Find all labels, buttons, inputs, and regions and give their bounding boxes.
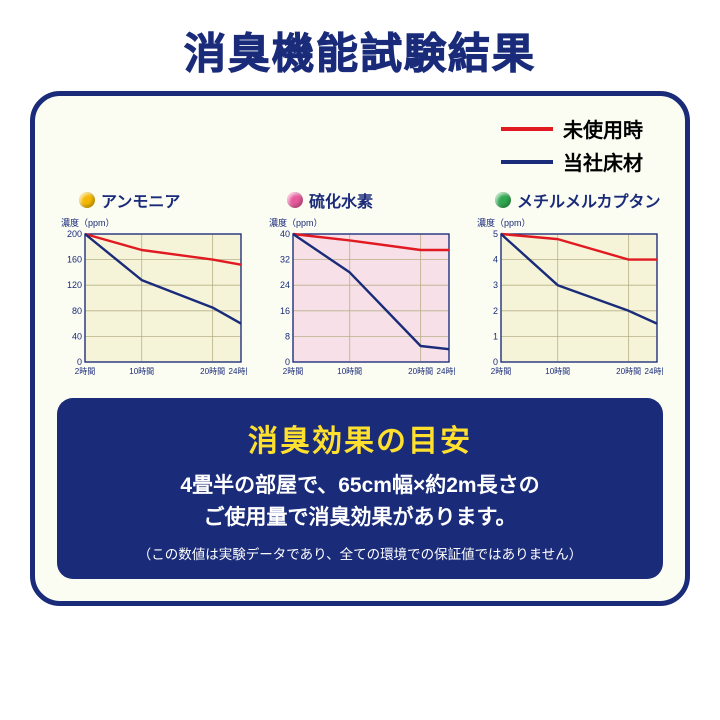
charts-row: アンモニア濃度（ppm）040801201602002時間10時間20時間24時… (57, 188, 663, 380)
svg-text:40: 40 (280, 230, 290, 239)
main-panel: 未使用時 当社床材 アンモニア濃度（ppm）040801201602002時間1… (30, 91, 690, 606)
chart-block-mercaptan: メチルメルカプタン濃度（ppm） 0 1 2 3 4 5 2時間 10時間 20時間 24時間 (473, 188, 663, 380)
svg-text:20時間: 20時間 (408, 367, 433, 376)
page-title: 消臭機能試験結果 (184, 20, 536, 81)
svg-text:20時間: 20時間 (200, 367, 225, 376)
y-axis-label: 濃度（ppm） (269, 216, 455, 229)
svg-text:0: 0 (77, 357, 82, 367)
chart-title-text: メチルメルカプタン (517, 188, 661, 212)
svg-text:2時間: 2時間 (283, 367, 303, 376)
svg-text:40: 40 (72, 331, 82, 341)
svg-text:80: 80 (72, 306, 82, 316)
svg-text:20時間: 20時間 (616, 367, 641, 376)
info-heading: 消臭効果の目安 (77, 416, 643, 460)
chart-title-ammonia: アンモニア (79, 188, 247, 212)
svg-text:24時間: 24時間 (437, 367, 455, 376)
legend-label-product: 当社床材 (563, 147, 643, 176)
chart-block-h2s: 硫化水素濃度（ppm） 0 8 16 24 32 40 2時間 10時間 20時間 24時間 (265, 188, 455, 380)
svg-text:5: 5 (493, 230, 498, 239)
svg-text:10時間: 10時間 (337, 367, 362, 376)
svg-text:1: 1 (493, 331, 498, 341)
legend-unused: 未使用時 (501, 114, 643, 143)
svg-text:2時間: 2時間 (491, 367, 511, 376)
svg-text:0: 0 (285, 357, 290, 367)
svg-text:16: 16 (280, 306, 290, 316)
chart-dot-icon (79, 192, 95, 208)
chart-h2s: 0 8 16 24 32 40 2時間 10時間 20時間 24時間 (265, 230, 455, 380)
info-body: 4畳半の部屋で、65cm幅×約2m長さの ご使用量で消臭効果があります。 (77, 470, 643, 533)
chart-dot-icon (287, 192, 303, 208)
chart-title-text: アンモニア (101, 188, 180, 212)
chart-dot-icon (495, 192, 511, 208)
svg-text:2: 2 (493, 306, 498, 316)
svg-text:3: 3 (493, 280, 498, 290)
chart-block-ammonia: アンモニア濃度（ppm） 0 40 80 120 160 200 2時間 10時間 20時間 24時… (57, 188, 247, 380)
chart-title-text: 硫化水素 (309, 188, 373, 212)
svg-text:10時間: 10時間 (129, 367, 154, 376)
svg-text:24時間: 24時間 (229, 367, 247, 376)
y-axis-label: 濃度（ppm） (477, 216, 663, 229)
legend-swatch-product (501, 160, 553, 164)
svg-text:24: 24 (280, 280, 290, 290)
svg-text:160: 160 (67, 255, 82, 265)
chart-mercaptan: 0 1 2 3 4 5 2時間 10時間 20時間 24時間 (473, 230, 663, 380)
info-box: 消臭効果の目安 4畳半の部屋で、65cm幅×約2m長さの ご使用量で消臭効果があ… (57, 398, 663, 579)
y-axis-label: 濃度（ppm） (61, 216, 247, 229)
svg-text:10時間: 10時間 (545, 367, 570, 376)
legend: 未使用時 当社床材 (501, 114, 643, 180)
svg-text:120: 120 (67, 280, 82, 290)
svg-text:24時間: 24時間 (645, 367, 663, 376)
chart-title-h2s: 硫化水素 (287, 188, 455, 212)
svg-text:8: 8 (285, 331, 290, 341)
svg-text:200: 200 (67, 230, 82, 239)
legend-label-unused: 未使用時 (563, 114, 643, 143)
svg-text:4: 4 (493, 255, 498, 265)
chart-title-mercaptan: メチルメルカプタン (495, 188, 663, 212)
svg-text:32: 32 (280, 255, 290, 265)
svg-text:2時間: 2時間 (75, 367, 95, 376)
chart-ammonia: 0 40 80 120 160 200 2時間 10時間 20時間 24時間 (57, 230, 247, 380)
info-note: （この数値は実験データであり、全ての環境での保証値ではありません） (77, 543, 643, 563)
legend-swatch-unused (501, 127, 553, 131)
svg-text:0: 0 (493, 357, 498, 367)
legend-product: 当社床材 (501, 147, 643, 176)
